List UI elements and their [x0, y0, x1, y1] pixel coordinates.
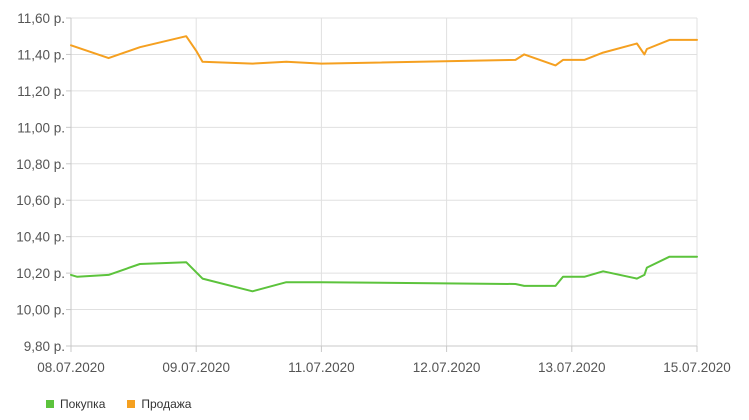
x-tick-label: 12.07.2020	[413, 360, 481, 375]
x-axis: 08.07.2020 09.07.2020 11.07.2020 12.07.2020…	[37, 345, 731, 375]
legend-label-sell: Продажа	[141, 397, 192, 411]
legend-item-sell[interactable]: Продажа	[127, 397, 191, 411]
y-tick-label: 11,40 р.	[17, 47, 65, 62]
legend-swatch-buy	[46, 400, 54, 408]
y-tick-label: 9,80 р.	[24, 339, 65, 354]
series-line-sell[interactable]	[70, 35, 698, 67]
y-tick-label: 10,60 р.	[16, 193, 65, 208]
legend-item-buy[interactable]: Покупка	[46, 397, 105, 411]
series-line-buy[interactable]	[70, 255, 698, 293]
series-lines	[70, 35, 698, 293]
y-tick-label: 11,00 р.	[17, 120, 65, 135]
legend-label-buy: Покупка	[60, 397, 106, 411]
y-tick-label: 10,40 р.	[16, 230, 65, 245]
x-tick-label: 11.07.2020	[288, 360, 355, 375]
y-tick-label: 10,80 р.	[16, 157, 65, 172]
x-tick-label: 08.07.2020	[37, 360, 105, 375]
legend-swatch-sell	[127, 400, 136, 408]
x-tick-label: 13.07.2020	[538, 360, 606, 375]
y-tick-label: 10,20 р.	[16, 266, 65, 281]
y-tick-label: 11,20 р.	[17, 84, 65, 99]
legend: Покупка Продажа	[46, 397, 191, 411]
grid	[70, 17, 698, 347]
y-tick-label: 11,60 р.	[17, 11, 65, 26]
y-axis: 9,80 р. 10,00 р. 10,20 р. 10,40 р. 10,60 р. 1…	[16, 11, 72, 354]
y-tick-label: 10,00 р.	[16, 303, 65, 318]
x-tick-label: 09.07.2020	[162, 360, 230, 375]
x-tick-label: 15.07.2020	[663, 360, 731, 375]
